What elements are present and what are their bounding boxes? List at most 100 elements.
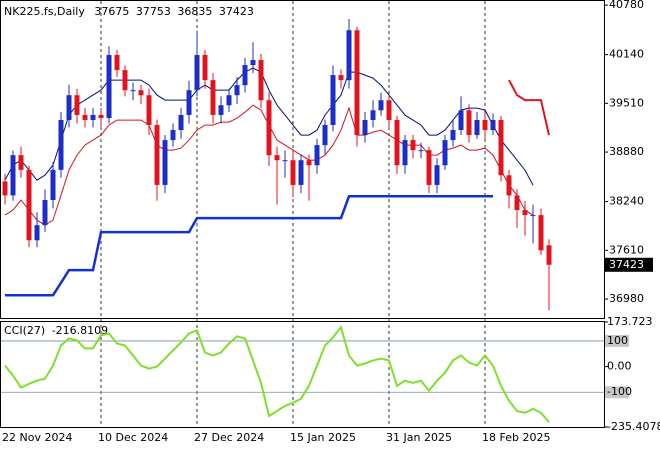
y-tick-label: -235.4078 [607, 420, 660, 433]
candle-body [450, 130, 456, 141]
x-tick-label: 15 Jan 2025 [290, 431, 356, 444]
last-open: 37675 [94, 5, 129, 18]
candle-body [266, 100, 272, 156]
y-tick-label: 38240 [609, 195, 644, 208]
last-low: 36835 [177, 5, 212, 18]
candle-body [426, 150, 432, 185]
y-tick-label: 0.00 [607, 360, 632, 373]
symbol-title: NK225.fs,Daily [4, 5, 85, 18]
candle-body [34, 225, 40, 241]
candle-body [82, 114, 88, 120]
cci-last: -216.8109 [52, 324, 108, 337]
x-tick-label: 10 Dec 2024 [98, 431, 168, 444]
current-price-label: 37423 [609, 258, 644, 271]
candle-body [178, 114, 184, 131]
candle-body [322, 124, 328, 146]
candle-body [306, 160, 312, 166]
candle-body [482, 119, 488, 131]
cci-line [4, 325, 550, 423]
indicator-line [5, 194, 493, 297]
candle-body [186, 90, 192, 115]
candle-body [362, 119, 368, 136]
candle-body [226, 95, 232, 106]
candle-body [330, 75, 336, 125]
y-tick-label: 37610 [609, 243, 644, 256]
indicator-line [4, 67, 534, 186]
last-high: 37753 [136, 5, 171, 18]
candle-body [146, 95, 152, 125]
candle-body [378, 100, 384, 111]
candle-body [154, 124, 160, 185]
level-label-box [605, 334, 629, 347]
y-tick-label: 40780 [609, 0, 644, 11]
candle-body [442, 140, 448, 166]
candle-body [194, 54, 200, 91]
candle-body [250, 60, 256, 66]
candle-body [522, 210, 528, 216]
candle-body [2, 181, 8, 196]
candle-body [202, 54, 208, 81]
candle-body [170, 130, 176, 141]
candle-body [122, 70, 128, 91]
last-close: 37423 [219, 5, 254, 18]
candle-body [50, 169, 56, 201]
candle-body [498, 119, 504, 176]
candle-body [98, 114, 104, 119]
cci-panel-frame [0, 321, 605, 428]
candle-body [434, 165, 440, 185]
y-tick-label: -100 [607, 385, 632, 398]
candle-body [114, 54, 120, 71]
candle-body [242, 65, 248, 86]
candle-body [418, 150, 424, 152]
candle-body [258, 60, 264, 101]
y-tick-label: 36980 [609, 292, 644, 305]
candle-body [282, 160, 288, 162]
candle-body [506, 175, 512, 196]
candle-body [274, 155, 280, 161]
candle-body [490, 119, 496, 131]
y-tick-label: 38880 [609, 145, 644, 158]
candle-body [410, 140, 416, 151]
candle-body [218, 105, 224, 115]
candle-body [90, 114, 96, 120]
candle-body [106, 54, 112, 119]
candle-body [466, 110, 472, 136]
candle-body [210, 80, 216, 115]
price-header: NK225.fs,Daily 37675 37753 36835 37423 [4, 5, 254, 18]
candle-body [338, 75, 344, 81]
y-tick-label: 173.723 [607, 315, 653, 328]
x-tick-label: 31 Jan 2025 [386, 431, 452, 444]
level-label-box [605, 386, 629, 399]
cci-header: CCI(27) -216.8109 [4, 324, 108, 337]
candle-body [298, 160, 304, 185]
main-panel-frame [0, 0, 605, 319]
candle-body [314, 145, 320, 166]
candle-body [386, 100, 392, 120]
candle-body [370, 110, 376, 120]
candle-body [402, 140, 408, 166]
candle-body [162, 140, 168, 185]
y-tick-label: 100 [607, 334, 628, 347]
candle-body [10, 155, 16, 196]
candle-body [346, 30, 352, 81]
candle-body [546, 245, 552, 265]
indicator-line [508, 79, 550, 136]
candle-body [138, 90, 144, 96]
candle-body [530, 215, 536, 217]
candle-body [42, 200, 48, 226]
candle-body [354, 30, 360, 136]
candle-body [538, 215, 544, 251]
y-tick-label: 40140 [609, 48, 644, 61]
candle-body [458, 110, 464, 131]
candle-body [290, 160, 296, 185]
candle-body [26, 169, 32, 241]
candle-body [514, 195, 520, 211]
candle-body [474, 119, 480, 136]
candle-body [394, 119, 400, 166]
y-tick-label: 39510 [609, 96, 644, 109]
x-tick-label: 22 Nov 2024 [2, 431, 72, 444]
price-label-box [605, 257, 653, 272]
candle-body [58, 119, 64, 170]
